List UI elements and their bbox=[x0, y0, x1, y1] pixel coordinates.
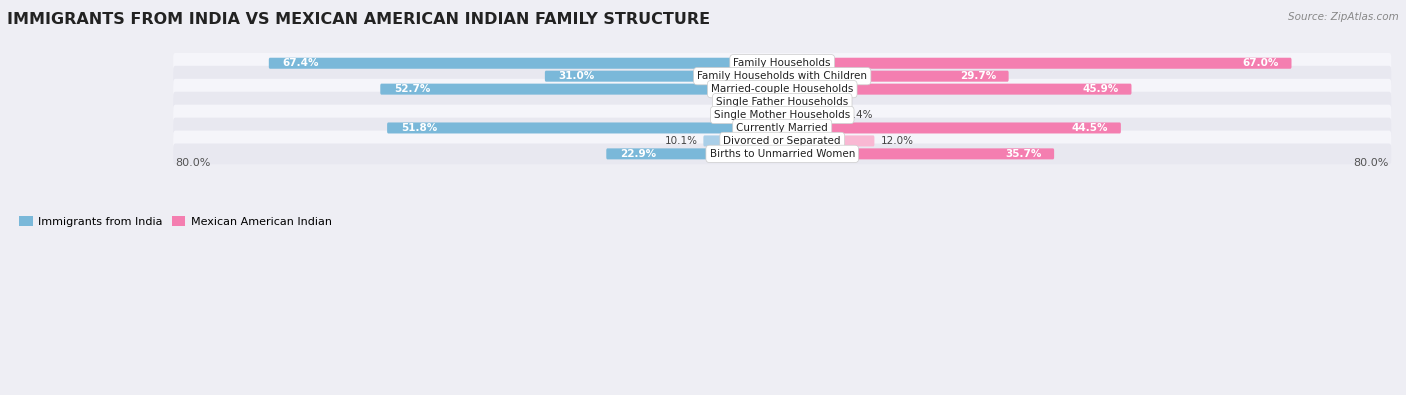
Text: 80.0%: 80.0% bbox=[1354, 158, 1389, 167]
Text: Single Father Households: Single Father Households bbox=[716, 97, 848, 107]
Text: 1.9%: 1.9% bbox=[734, 97, 761, 107]
Text: 22.9%: 22.9% bbox=[620, 149, 657, 159]
Text: Single Mother Households: Single Mother Households bbox=[714, 110, 851, 120]
FancyBboxPatch shape bbox=[780, 135, 875, 147]
Text: 51.8%: 51.8% bbox=[401, 123, 437, 133]
FancyBboxPatch shape bbox=[703, 135, 783, 147]
Text: IMMIGRANTS FROM INDIA VS MEXICAN AMERICAN INDIAN FAMILY STRUCTURE: IMMIGRANTS FROM INDIA VS MEXICAN AMERICA… bbox=[7, 12, 710, 27]
FancyBboxPatch shape bbox=[780, 58, 1292, 69]
FancyBboxPatch shape bbox=[780, 96, 804, 107]
FancyBboxPatch shape bbox=[173, 53, 1391, 73]
FancyBboxPatch shape bbox=[173, 118, 1391, 138]
FancyBboxPatch shape bbox=[780, 71, 1008, 82]
FancyBboxPatch shape bbox=[173, 79, 1391, 100]
FancyBboxPatch shape bbox=[173, 131, 1391, 151]
Text: Married-couple Households: Married-couple Households bbox=[711, 84, 853, 94]
Text: Divorced or Separated: Divorced or Separated bbox=[724, 136, 841, 146]
Text: 10.1%: 10.1% bbox=[665, 136, 697, 146]
FancyBboxPatch shape bbox=[606, 149, 783, 159]
Text: 52.7%: 52.7% bbox=[394, 84, 430, 94]
Text: 31.0%: 31.0% bbox=[558, 71, 595, 81]
Text: Family Households with Children: Family Households with Children bbox=[697, 71, 868, 81]
FancyBboxPatch shape bbox=[269, 58, 783, 69]
Text: 67.0%: 67.0% bbox=[1243, 58, 1279, 68]
Text: Family Households: Family Households bbox=[734, 58, 831, 68]
Legend: Immigrants from India, Mexican American Indian: Immigrants from India, Mexican American … bbox=[15, 212, 336, 231]
FancyBboxPatch shape bbox=[546, 71, 783, 82]
FancyBboxPatch shape bbox=[780, 84, 1132, 95]
Text: Source: ZipAtlas.com: Source: ZipAtlas.com bbox=[1288, 12, 1399, 22]
FancyBboxPatch shape bbox=[380, 84, 783, 95]
Text: 7.4%: 7.4% bbox=[846, 110, 873, 120]
Text: 29.7%: 29.7% bbox=[960, 71, 995, 81]
Text: 35.7%: 35.7% bbox=[1005, 149, 1042, 159]
FancyBboxPatch shape bbox=[173, 66, 1391, 87]
Text: 44.5%: 44.5% bbox=[1071, 123, 1108, 133]
Text: 67.4%: 67.4% bbox=[283, 58, 319, 68]
FancyBboxPatch shape bbox=[741, 109, 783, 120]
Text: Births to Unmarried Women: Births to Unmarried Women bbox=[710, 149, 855, 159]
FancyBboxPatch shape bbox=[780, 109, 839, 120]
FancyBboxPatch shape bbox=[765, 96, 783, 107]
Text: 80.0%: 80.0% bbox=[176, 158, 211, 167]
Text: Currently Married: Currently Married bbox=[737, 123, 828, 133]
Text: 12.0%: 12.0% bbox=[880, 136, 914, 146]
FancyBboxPatch shape bbox=[173, 92, 1391, 113]
FancyBboxPatch shape bbox=[173, 105, 1391, 125]
FancyBboxPatch shape bbox=[780, 122, 1121, 134]
Text: 45.9%: 45.9% bbox=[1083, 84, 1119, 94]
FancyBboxPatch shape bbox=[780, 149, 1054, 159]
Text: 2.8%: 2.8% bbox=[811, 97, 838, 107]
Text: 5.1%: 5.1% bbox=[710, 110, 735, 120]
FancyBboxPatch shape bbox=[173, 143, 1391, 164]
FancyBboxPatch shape bbox=[387, 122, 783, 134]
